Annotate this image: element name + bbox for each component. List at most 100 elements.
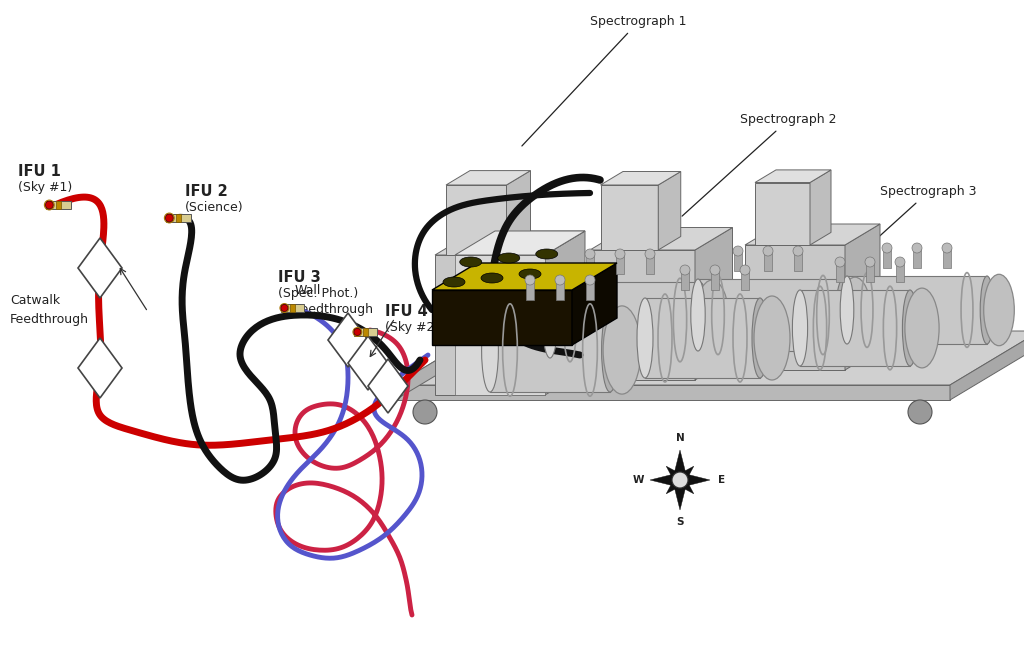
Bar	[836, 262, 844, 282]
Ellipse shape	[498, 253, 520, 263]
Circle shape	[680, 265, 690, 275]
Ellipse shape	[841, 276, 854, 344]
Ellipse shape	[536, 249, 558, 259]
Circle shape	[895, 257, 905, 267]
Text: Catwalk
Feedthrough: Catwalk Feedthrough	[10, 295, 89, 325]
Text: Spectrograph 2: Spectrograph 2	[682, 114, 837, 216]
Bar	[282, 304, 304, 311]
Circle shape	[763, 246, 773, 256]
Bar	[646, 254, 654, 274]
Polygon shape	[328, 313, 368, 367]
Circle shape	[585, 249, 595, 259]
Ellipse shape	[902, 290, 918, 366]
Bar	[681, 270, 689, 290]
Polygon shape	[545, 231, 585, 395]
Circle shape	[45, 201, 53, 209]
Ellipse shape	[695, 280, 729, 360]
Polygon shape	[435, 231, 585, 255]
Bar	[734, 251, 742, 271]
Polygon shape	[78, 338, 122, 398]
Polygon shape	[667, 466, 684, 485]
Polygon shape	[673, 450, 687, 480]
Text: Sorting Hat: Sorting Hat	[505, 366, 575, 379]
Ellipse shape	[603, 306, 641, 394]
Polygon shape	[695, 227, 732, 380]
Polygon shape	[395, 385, 950, 400]
Polygon shape	[395, 331, 1024, 385]
Bar	[586, 280, 594, 300]
Polygon shape	[590, 250, 695, 380]
Circle shape	[413, 400, 437, 424]
Ellipse shape	[519, 269, 541, 279]
Polygon shape	[667, 476, 684, 494]
Ellipse shape	[637, 298, 653, 378]
Bar	[556, 280, 564, 300]
Circle shape	[166, 214, 173, 222]
Bar	[364, 328, 368, 336]
Polygon shape	[650, 473, 680, 488]
Bar	[645, 298, 760, 378]
Polygon shape	[432, 263, 617, 290]
Ellipse shape	[460, 257, 481, 267]
Ellipse shape	[602, 308, 618, 392]
Circle shape	[882, 243, 892, 253]
Ellipse shape	[905, 288, 939, 368]
Text: Spectrograph 3: Spectrograph 3	[842, 185, 977, 270]
Polygon shape	[446, 185, 507, 255]
Text: W: W	[632, 475, 644, 485]
Circle shape	[865, 257, 874, 267]
Polygon shape	[600, 172, 681, 185]
Bar	[698, 279, 843, 351]
Polygon shape	[755, 170, 831, 182]
Polygon shape	[590, 227, 732, 250]
Circle shape	[710, 265, 720, 275]
Polygon shape	[348, 336, 388, 390]
Bar	[883, 248, 891, 268]
Polygon shape	[78, 238, 122, 298]
Text: IFU 4: IFU 4	[385, 304, 428, 319]
Text: Wall
Feedthrough: Wall Feedthrough	[295, 285, 374, 315]
Ellipse shape	[691, 279, 706, 351]
Bar	[354, 328, 377, 336]
Circle shape	[555, 275, 565, 285]
Circle shape	[733, 246, 743, 256]
Circle shape	[281, 304, 288, 311]
Ellipse shape	[839, 278, 871, 353]
Circle shape	[645, 249, 655, 259]
Polygon shape	[368, 359, 408, 413]
Ellipse shape	[481, 273, 503, 283]
Bar	[46, 201, 71, 209]
Circle shape	[672, 472, 688, 488]
Circle shape	[912, 243, 922, 253]
Bar	[166, 214, 191, 222]
Ellipse shape	[984, 274, 1015, 345]
Circle shape	[908, 400, 932, 424]
Ellipse shape	[543, 282, 558, 358]
Ellipse shape	[980, 276, 994, 344]
Polygon shape	[755, 182, 810, 245]
Circle shape	[740, 265, 750, 275]
Polygon shape	[658, 172, 681, 250]
Text: N: N	[676, 433, 684, 443]
Bar	[711, 270, 719, 290]
Circle shape	[835, 257, 845, 267]
Text: IFU 3: IFU 3	[278, 270, 321, 285]
Circle shape	[615, 249, 625, 259]
Bar	[55, 201, 61, 209]
Text: Spectrograph 1: Spectrograph 1	[522, 16, 686, 146]
Circle shape	[525, 275, 535, 285]
Polygon shape	[435, 255, 545, 395]
Polygon shape	[845, 224, 880, 370]
Polygon shape	[507, 170, 530, 255]
Polygon shape	[455, 255, 545, 395]
Polygon shape	[810, 170, 831, 245]
Bar	[616, 254, 624, 274]
Text: (Sky #1): (Sky #1)	[18, 180, 73, 193]
Bar	[800, 290, 910, 366]
Text: (Science): (Science)	[185, 200, 244, 214]
Ellipse shape	[836, 279, 850, 351]
Polygon shape	[395, 331, 485, 400]
Polygon shape	[432, 290, 572, 345]
Polygon shape	[950, 331, 1024, 400]
Bar	[847, 276, 987, 344]
